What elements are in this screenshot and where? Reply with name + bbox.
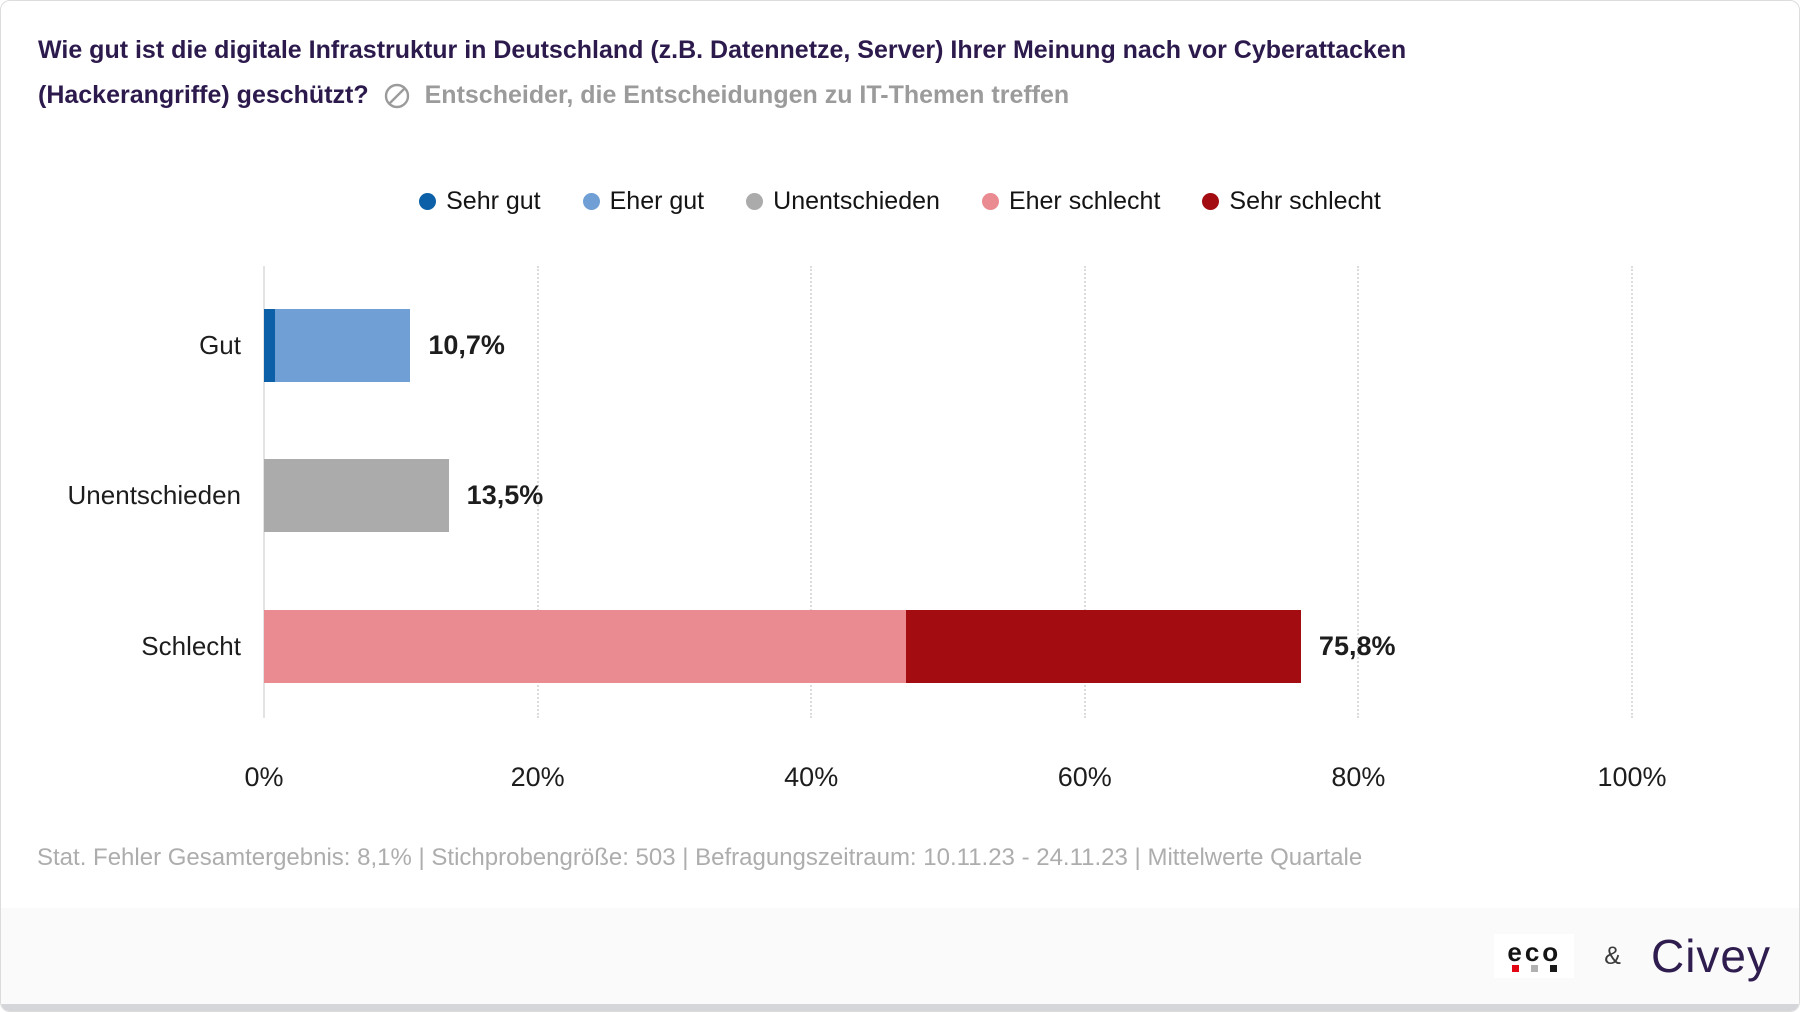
legend-dot (746, 193, 764, 210)
bar-segment-eher-schlecht (264, 610, 906, 683)
bar-segment-sehr-schlecht (905, 610, 1301, 683)
legend-item: Unentschieden (746, 187, 940, 216)
eco-logo-dot (1530, 965, 1538, 972)
page-title: Wie gut ist die digitale Infrastruktur i… (38, 36, 1407, 64)
bar-row: 13,5% (264, 459, 543, 532)
bar-value-label: 13,5% (466, 480, 544, 510)
x-axis-tick-label: 40% (784, 762, 839, 792)
bar-row: 10,7% (264, 309, 505, 382)
legend-dot (582, 193, 600, 210)
bar-segment-sehr-gut (264, 309, 275, 382)
legend-label: Unentschieden (773, 187, 940, 215)
bar-value-label: 10,7% (428, 330, 505, 360)
category-label: Gut (199, 330, 241, 360)
gridline (810, 266, 813, 718)
page-title-continued: (Hackerangriffe) geschützt? (38, 81, 369, 109)
legend-label: Sehr schlecht (1229, 187, 1381, 215)
eco-logo-dot (1549, 965, 1557, 972)
bar-row: 75,8% (264, 610, 1395, 683)
legend-item: Sehr schlecht (1202, 187, 1381, 216)
legend-label: Eher gut (609, 187, 705, 215)
legend-item: Eher gut (582, 187, 705, 216)
x-axis-tick-label: 0% (244, 762, 284, 792)
ampersand-text: & (1604, 941, 1621, 970)
bar-segment-eher-gut (274, 309, 411, 382)
category-label: Schlecht (141, 631, 241, 661)
legend-label: Eher schlecht (1008, 187, 1161, 215)
bar-value-label: 75,8% (1318, 631, 1396, 661)
eco-logo-text: eco (1507, 937, 1562, 967)
eco-logo: eco (1494, 934, 1575, 978)
title-second-line: (Hackerangriffe) geschützt? Entscheider,… (38, 73, 1069, 118)
legend-dot (1202, 193, 1220, 210)
x-axis-tick-label: 60% (1057, 762, 1112, 792)
legend-item: Eher schlecht (981, 187, 1161, 216)
category-label: Unentschieden (67, 480, 241, 510)
legend-dot (419, 193, 437, 210)
gridline (1083, 266, 1086, 718)
legend-label: Sehr gut (446, 187, 541, 215)
x-axis-tick-label: 80% (1331, 762, 1386, 792)
plot: 0% 20% 40% 60% 80% 100% 10,7% 13,5% 75,8% (244, 266, 1667, 792)
legend-dot (981, 193, 999, 210)
x-axis-tick-label: 20% (510, 762, 565, 792)
legend: Sehr gut Eher gut Unentschieden Eher schlec… (1, 187, 1799, 216)
average-slashed-circle-icon (384, 83, 409, 108)
gridline (1357, 266, 1360, 718)
subgroup-subtitle: Entscheider, die Entscheidungen zu IT-Th… (424, 81, 1070, 109)
statistics-disclaimer: Stat. Fehler Gesamtergebnis: 8,1% | Stic… (37, 844, 1363, 871)
gridline (1631, 266, 1633, 718)
gridline (536, 266, 539, 718)
eco-logo-dot (1511, 965, 1519, 972)
branding-bar: eco & Civey (1, 908, 1799, 1004)
eco-logo-dots (1511, 965, 1557, 972)
legend-item: Sehr gut (419, 187, 541, 216)
card-bottom-edge (1, 1004, 1799, 1011)
x-axis-tick-label: 100% (1597, 762, 1667, 792)
bar-segment-unentschieden (264, 459, 449, 532)
civey-logo: Civey (1650, 930, 1771, 982)
